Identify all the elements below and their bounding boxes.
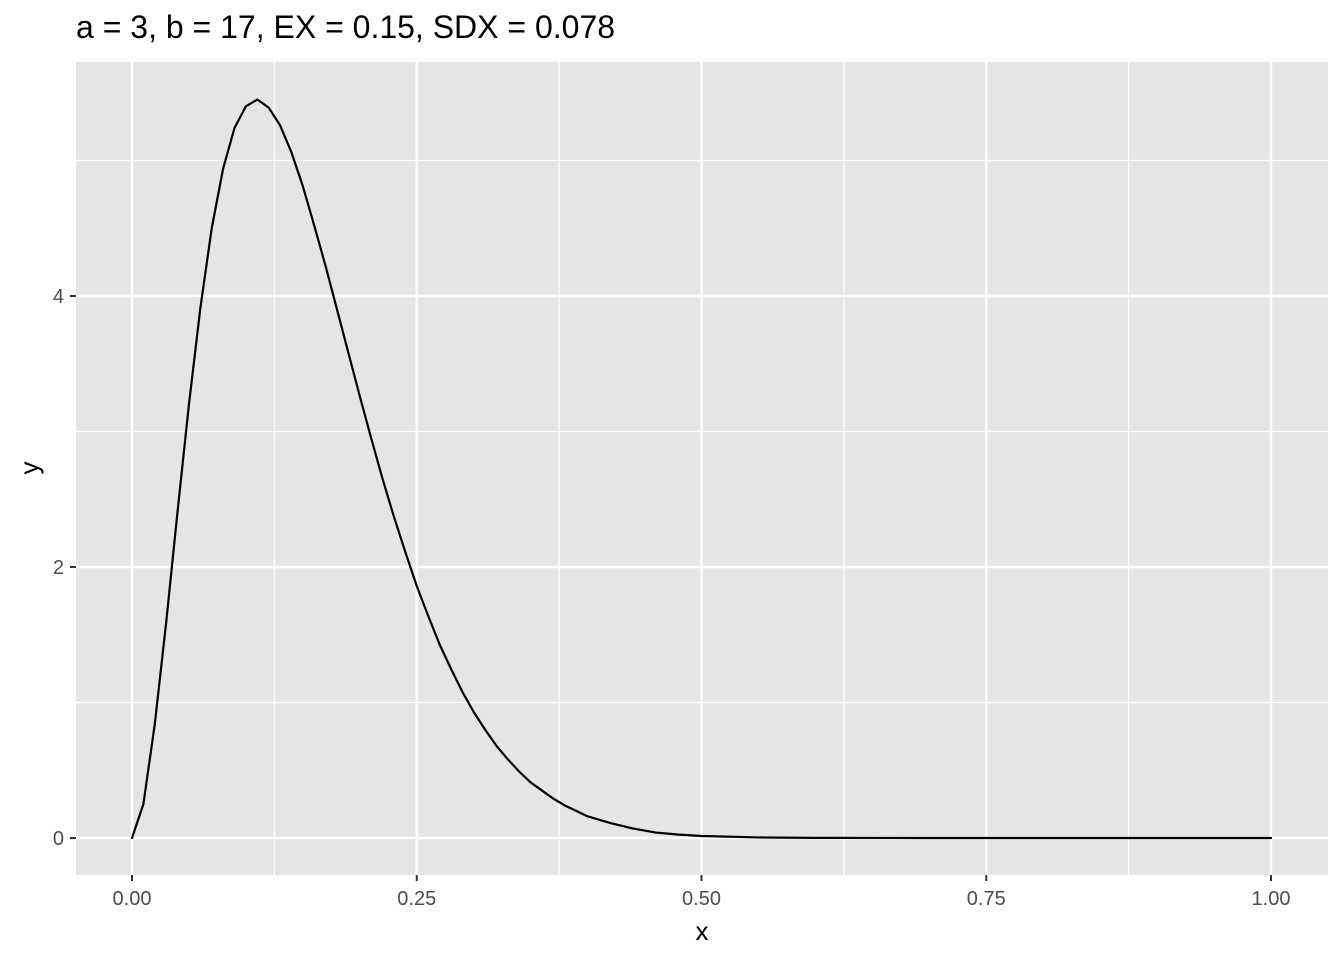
x-tick-label: 0.25 xyxy=(397,888,436,910)
x-tick-label: 0.75 xyxy=(967,888,1006,910)
y-axis-title: y xyxy=(14,462,44,475)
y-tick-label: 4 xyxy=(53,286,64,308)
y-tick-label: 0 xyxy=(53,828,64,850)
x-axis: 0.00 0.25 0.50 0.75 1.00 xyxy=(113,875,1291,910)
x-tick-label: 0.00 xyxy=(113,888,152,910)
x-tick-label: 1.00 xyxy=(1252,888,1291,910)
chart-title: a = 3, b = 17, EX = 0.15, SDX = 0.078 xyxy=(76,9,615,45)
x-tick-label: 0.50 xyxy=(682,888,721,910)
major-gridlines xyxy=(76,62,1328,875)
y-axis: 0 2 4 xyxy=(53,286,76,850)
y-tick-label: 2 xyxy=(53,557,64,579)
x-axis-title: x xyxy=(696,916,709,946)
density-curve xyxy=(130,98,1273,840)
